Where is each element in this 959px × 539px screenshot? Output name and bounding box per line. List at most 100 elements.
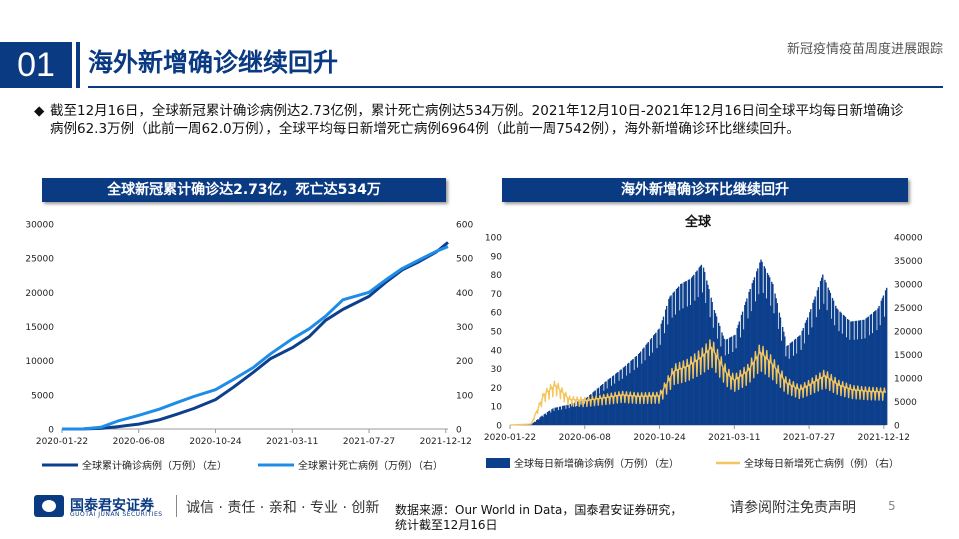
daily-cases-bar: [568, 408, 570, 425]
daily-cases-bar: [779, 317, 782, 425]
daily-cases-bar: [852, 321, 854, 425]
daily-cases-bar: [663, 333, 666, 425]
daily-cases-bar: [801, 330, 803, 425]
daily-cases-bar: [651, 352, 654, 425]
daily-cases-bar: [700, 264, 703, 425]
daily-cases-bar: [811, 327, 813, 425]
daily-cases-bar: [831, 298, 834, 425]
daily-cases-bar: [760, 259, 762, 425]
x-tick-label: 2021-07-27: [343, 437, 395, 447]
daily-cases-bar: [771, 281, 773, 425]
daily-cases-bar: [773, 313, 775, 425]
disclaimer-text: 请参阅附注免责声明: [730, 500, 856, 516]
daily-cases-bar: [556, 407, 558, 425]
daily-cases-bar: [615, 373, 617, 425]
daily-cases-bar: [569, 404, 571, 425]
x-tick-label: 2020-10-24: [633, 433, 686, 443]
daily-cases-bar: [886, 287, 888, 425]
daily-cases-bar: [759, 262, 761, 425]
daily-cases-bar: [549, 410, 551, 425]
daily-cases-bar: [614, 383, 616, 425]
cumulative-chart: 0 5000 10000 15000 20000 25000 30000 0 100 200 30…: [25, 221, 473, 473]
daily-cases-bar: [563, 405, 565, 425]
daily-cases-bar: [793, 339, 796, 425]
y-right-tick-label: 20000: [894, 328, 923, 338]
daily-cases-bar: [657, 329, 659, 425]
daily-cases-bar: [819, 280, 822, 425]
daily-cases-bar: [670, 295, 672, 425]
daily-cases-bar: [750, 311, 752, 425]
chart-title: 全球: [684, 214, 712, 230]
daily-cases-bar: [667, 324, 669, 425]
daily-cases-bar: [627, 363, 629, 425]
daily-cases-bar: [828, 290, 830, 425]
daily-cases-bar: [840, 312, 842, 425]
daily-cases-bar: [832, 300, 835, 425]
daily-cases-bar: [836, 308, 838, 425]
left-chart-banner: 全球新冠累计确诊达2.73亿，死亡达534万: [42, 178, 446, 202]
daily-cases-bar: [792, 355, 795, 425]
daily-cases-bar: [678, 286, 680, 425]
daily-cases-bar: [540, 416, 542, 425]
daily-cases-bar: [660, 323, 662, 425]
daily-cases-bar: [774, 293, 776, 425]
daily-cases-bar: [546, 412, 549, 425]
daily-cases-bar: [631, 359, 633, 425]
logo-name: 国泰君安证券: [70, 498, 154, 514]
y-left-tick-label: 80: [491, 271, 503, 281]
daily-cases-bar: [607, 379, 609, 425]
daily-cases-bar: [655, 332, 657, 425]
data-source: 数据来源：Our World in Data，国泰君安证券研究， 统计截至12月…: [395, 503, 695, 533]
legend-label: 全球每日新增确诊病例（万例）（左）: [514, 457, 679, 470]
daily-cases-bar: [824, 279, 826, 425]
daily-cases-bar: [629, 373, 631, 425]
summary-bullet: ◆ 截至12月16日，全球新冠累计确诊病例达2.73亿例，累计死亡病例达534万…: [34, 102, 914, 138]
daily-cases-bar: [814, 296, 816, 425]
daily-cases-bar: [756, 271, 758, 425]
y-left-tick-label: 30: [491, 365, 503, 375]
y-left-tick-label: 25000: [25, 255, 54, 265]
daily-cases-bar: [693, 274, 695, 425]
daily-cases-bar: [790, 342, 792, 425]
y-right-tick-label: 0: [456, 426, 462, 436]
daily-cases-bar: [539, 417, 541, 425]
daily-cases-bar: [554, 407, 556, 425]
daily-cases-bar: [796, 353, 798, 425]
daily-cases-bar: [865, 318, 867, 425]
daily-cases-bar: [654, 334, 656, 425]
daily-cases-bar: [659, 344, 661, 425]
daily-cases-bar: [851, 321, 853, 425]
daily-cases-bar: [675, 289, 678, 425]
daily-cases-bar: [864, 338, 866, 425]
daily-cases-bar: [590, 394, 592, 425]
daily-cases-bar: [633, 370, 635, 425]
daily-cases-bar: [867, 316, 869, 425]
daily-cases-bar: [827, 287, 829, 425]
daily-cases-bar: [541, 415, 543, 425]
daily-cases-bar: [704, 271, 706, 425]
daily-cases-bar: [849, 339, 851, 425]
daily-cases-bar: [680, 284, 682, 425]
daily-cases-bar: [880, 300, 882, 425]
daily-cases-bar: [643, 347, 645, 425]
daily-cases-bar: [732, 352, 734, 425]
daily-cases-bar: [837, 309, 839, 425]
daily-cases-bar: [741, 311, 744, 425]
daily-cases-bar: [751, 283, 753, 425]
daily-cases-bar: [770, 305, 772, 425]
daily-cases-bar: [565, 408, 567, 425]
daily-cases-bar: [821, 277, 823, 425]
daily-cases-bar: [544, 413, 547, 425]
daily-cases-bar: [696, 270, 698, 425]
daily-cases-bar: [747, 318, 749, 425]
daily-cases-bar: [850, 321, 852, 425]
daily-cases-bar: [748, 291, 750, 425]
daily-cases-bar: [710, 297, 712, 425]
daily-deaths-line: [509, 339, 887, 426]
daily-cases-bar: [650, 338, 653, 425]
daily-cases-bar: [684, 281, 686, 425]
daily-cases-bar: [825, 282, 827, 425]
daily-cases-bar: [649, 339, 652, 425]
daily-cases-bar: [632, 358, 634, 425]
daily-cases-bar: [564, 405, 566, 425]
